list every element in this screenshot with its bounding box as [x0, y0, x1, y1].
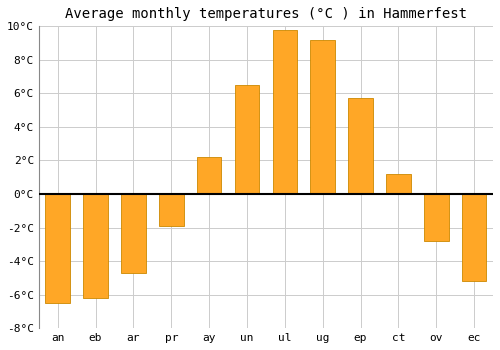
Bar	[197, 157, 222, 194]
Bar	[159, 194, 184, 226]
Bar	[462, 194, 486, 281]
Title: Average monthly temperatures (°C ) in Hammerfest: Average monthly temperatures (°C ) in Ha…	[65, 7, 467, 21]
Bar	[121, 194, 146, 273]
Bar	[310, 40, 335, 194]
Bar	[424, 194, 448, 241]
Bar	[386, 174, 410, 194]
Bar	[272, 30, 297, 194]
Bar	[46, 194, 70, 303]
Bar	[84, 194, 108, 298]
Bar	[234, 85, 260, 194]
Bar	[348, 98, 373, 194]
